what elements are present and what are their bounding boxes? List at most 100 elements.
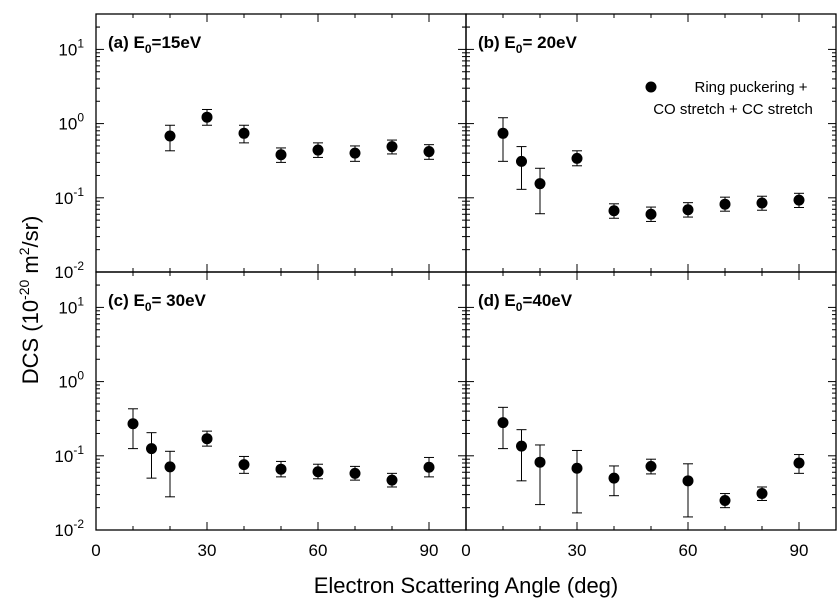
- panel-b: (b) E0= 20eV: [465, 13, 837, 273]
- marker: [608, 205, 620, 217]
- data-point: [645, 206, 657, 222]
- x-tick-label: 30: [198, 541, 217, 560]
- legend-line-2: CO stretch + CC stretch: [653, 101, 813, 118]
- marker: [146, 443, 157, 455]
- data-point: [516, 429, 527, 482]
- data-point: [682, 463, 694, 518]
- marker: [164, 130, 176, 142]
- data-point: [608, 465, 620, 497]
- y-tick-label: 101: [58, 36, 84, 59]
- y-tick-label: 10-1: [54, 185, 84, 208]
- marker: [497, 417, 509, 429]
- y-tick-label-base: 10: [58, 115, 77, 134]
- panel-d: (d) E0=40eV: [465, 271, 837, 531]
- data-point: [275, 460, 287, 478]
- y-tick-label: 10-1: [54, 443, 84, 466]
- data-point: [127, 408, 139, 450]
- panel-label-energy: = 30eV: [152, 291, 207, 310]
- marker: [645, 460, 657, 472]
- y-axis-title-unit: m: [18, 255, 43, 279]
- x-tick-label: 90: [420, 541, 439, 560]
- panel-label-subscript: 0: [145, 300, 152, 314]
- marker: [793, 457, 805, 469]
- panel-ticks: [465, 13, 837, 273]
- marker: [275, 149, 287, 161]
- data-point: [571, 150, 583, 167]
- panel-label: (b) E0= 20eV: [478, 33, 577, 56]
- y-tick-label-base: 10: [58, 298, 77, 317]
- y-axis-title-exp: -20: [16, 279, 32, 299]
- data-point: [238, 124, 250, 144]
- panel-label: (d) E0=40eV: [478, 291, 573, 314]
- data-point: [793, 192, 805, 209]
- data-point: [201, 430, 213, 447]
- marker: [534, 456, 546, 468]
- data-point: [756, 486, 768, 501]
- marker: [423, 146, 435, 158]
- marker: [312, 144, 324, 156]
- marker: [645, 208, 657, 220]
- data-point: [571, 449, 583, 514]
- y-tick-label-base: 10: [54, 521, 73, 540]
- data-point: [645, 458, 657, 475]
- y-tick-label-base: 10: [58, 40, 77, 59]
- y-tick-label-exp: 0: [77, 111, 84, 125]
- marker: [275, 463, 287, 475]
- data-point: [608, 203, 620, 219]
- x-tick-label: 0: [461, 541, 470, 560]
- marker: [164, 461, 176, 473]
- marker: [201, 111, 213, 123]
- x-tick-labels: 0 30 60 90 0 30 60 90: [91, 541, 808, 560]
- marker: [719, 198, 731, 210]
- data-point: [238, 455, 250, 474]
- y-tick-label-exp: 1: [77, 36, 84, 50]
- data-point: [756, 195, 768, 211]
- data-point: [423, 456, 435, 478]
- marker: [756, 197, 768, 209]
- panel-label-energy: =15eV: [152, 33, 202, 52]
- data-point: [534, 167, 546, 215]
- data-point: [349, 465, 361, 481]
- y-tick-label-base: 10: [54, 447, 73, 466]
- panel-label-energy: =40eV: [522, 291, 572, 310]
- y-tick-label-exp: 1: [77, 294, 84, 308]
- data-point: [719, 493, 731, 509]
- y-axis-title: DCS (10-20 m2/sr): [16, 216, 43, 385]
- y-tick-label-exp: -1: [73, 443, 84, 457]
- panel-label-prefix: (c) E: [108, 291, 145, 310]
- data-point: [386, 472, 398, 488]
- data-point: [386, 139, 398, 155]
- y-axis-title-tail: /sr): [18, 216, 43, 248]
- y-tick-label-base: 10: [54, 263, 73, 282]
- panel-label-subscript: 0: [516, 300, 523, 314]
- marker: [312, 466, 324, 478]
- panel-label-subscript: 0: [145, 42, 152, 56]
- legend-marker: [645, 81, 657, 93]
- data-point: [349, 145, 361, 162]
- y-tick-label: 10-2: [54, 517, 84, 540]
- marker: [516, 440, 527, 452]
- y-axis-title-main: DCS (10: [18, 300, 43, 384]
- panel-c: (c) E0= 30eV: [95, 271, 467, 531]
- marker: [349, 147, 361, 159]
- data-point: [497, 117, 509, 162]
- marker: [497, 127, 509, 139]
- y-tick-label-base: 10: [54, 189, 73, 208]
- panel-label-prefix: (b) E: [478, 33, 516, 52]
- x-axis-title: Electron Scattering Angle (deg): [314, 573, 619, 598]
- data-point: [682, 202, 694, 218]
- legend-line-1: Ring puckering +: [695, 79, 808, 96]
- marker: [423, 461, 435, 473]
- data-point: [793, 454, 805, 474]
- y-axis-title-exp2: 2: [16, 247, 32, 255]
- marker: [571, 462, 583, 474]
- y-tick-label-exp: -1: [73, 185, 84, 199]
- data-point: [312, 142, 324, 158]
- panels-group: (a) E0=15eV (b) E0= 20eV(c) E0= 30eV (d) E…: [95, 13, 837, 531]
- marker: [793, 194, 805, 206]
- panel-label-subscript: 0: [516, 42, 523, 56]
- y-tick-label: 101: [58, 294, 84, 317]
- marker: [386, 141, 398, 153]
- y-tick-label-exp: 0: [77, 369, 84, 383]
- marker: [201, 433, 213, 445]
